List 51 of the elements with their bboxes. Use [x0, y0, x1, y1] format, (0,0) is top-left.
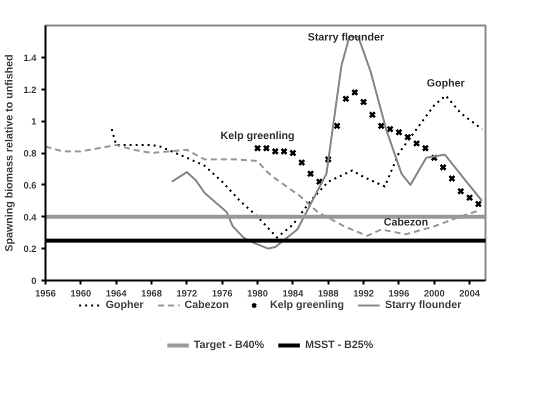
y-axis-title: Spawning biomass relative to unfished [4, 54, 16, 252]
point [422, 144, 430, 152]
point [448, 174, 456, 182]
point [412, 140, 420, 148]
point [474, 200, 482, 208]
x-tick-label: 1976 [212, 288, 233, 298]
x-tick-label: 2000 [424, 288, 445, 298]
point [306, 170, 314, 178]
y-tick-label: 1.2 [24, 84, 36, 95]
x-tick-label: 1996 [388, 288, 410, 298]
point [466, 194, 474, 202]
x-tick-label: 2004 [459, 288, 481, 298]
y-tick-label: 0.6 [24, 180, 36, 190]
x-tick-label: 1964 [106, 288, 128, 298]
point [333, 122, 341, 130]
x-tick-label: 1960 [70, 288, 92, 298]
y-tick-label: 0.4 [24, 212, 38, 222]
point [386, 125, 394, 133]
x-tick-label: 1988 [318, 288, 339, 298]
point [404, 133, 412, 141]
x-tick-label: 1968 [141, 288, 162, 298]
legend-label: Cabezon [184, 299, 229, 311]
annotation: Starry flounder [308, 31, 384, 44]
y-tick-label: 1.4 [24, 52, 38, 63]
legend-label: Kelp greenling [270, 299, 344, 311]
point [342, 95, 350, 103]
point [316, 178, 324, 186]
legend-label: Target - B40% [194, 339, 264, 351]
point [378, 122, 385, 130]
point [395, 128, 403, 136]
x-tick-label: 1984 [282, 288, 304, 298]
annotation: Kelp greenling [220, 130, 295, 142]
annotation: Cabezon [384, 216, 428, 228]
y-tick-label: 0.2 [24, 244, 36, 254]
y-tick-label: 0 [31, 276, 37, 286]
point [351, 88, 358, 96]
x-tick-label: 1956 [35, 288, 56, 298]
legend-label: Starry flounder [384, 299, 462, 311]
x-tick-label: 1972 [176, 288, 198, 298]
annotation: Gopher [426, 78, 465, 90]
y-tick-label: 0.8 [24, 148, 36, 158]
point [360, 98, 368, 106]
point [439, 164, 447, 172]
point [457, 188, 464, 195]
legend-label: Gopher [106, 299, 144, 311]
x-tick-label: 1992 [353, 288, 374, 298]
y-tick-label: 1 [31, 116, 37, 127]
point [368, 111, 376, 118]
x-tick-label: 1980 [247, 288, 268, 298]
legend-label: MSST - B25% [305, 339, 374, 351]
point [298, 158, 306, 166]
